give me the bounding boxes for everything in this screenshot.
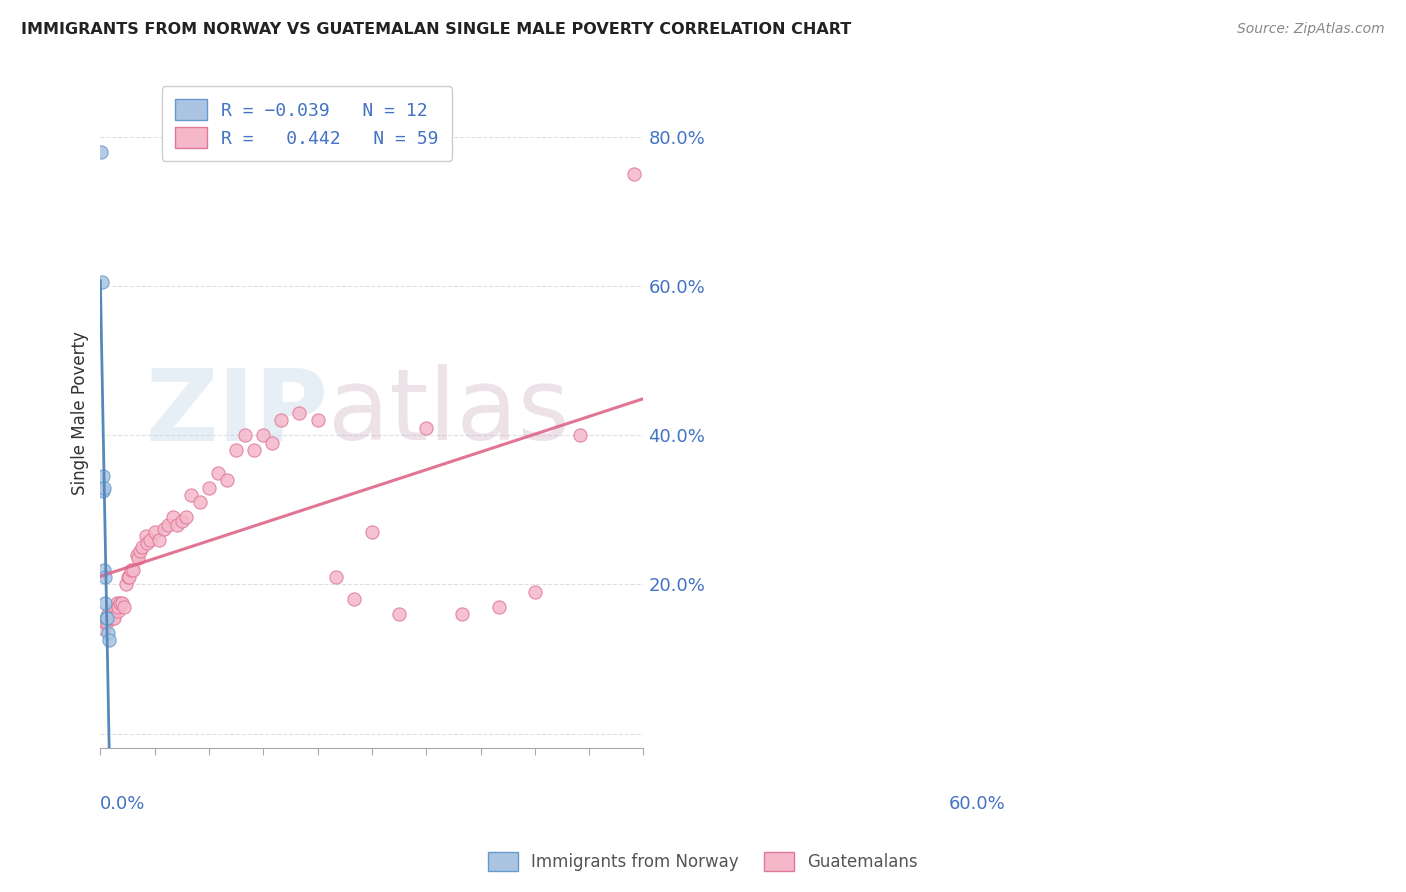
Point <box>96 615 118 629</box>
Point <box>107 603 129 617</box>
Point <box>569 428 592 442</box>
Point <box>135 529 157 543</box>
Point <box>94 611 117 625</box>
Point <box>217 473 239 487</box>
Point <box>361 525 384 540</box>
Point <box>157 517 180 532</box>
Point <box>262 435 284 450</box>
Point <box>148 533 170 547</box>
Point <box>103 611 125 625</box>
Point <box>125 548 148 562</box>
Point <box>207 466 229 480</box>
Point <box>90 145 112 159</box>
Point <box>170 514 193 528</box>
Point <box>98 611 121 625</box>
Point <box>225 443 247 458</box>
Point <box>98 633 121 648</box>
Point <box>93 481 115 495</box>
Point <box>93 622 115 636</box>
Point <box>162 510 184 524</box>
Text: 60.0%: 60.0% <box>949 796 1005 814</box>
Point <box>112 599 135 614</box>
Point <box>120 562 142 576</box>
Point <box>110 596 132 610</box>
Point <box>325 570 347 584</box>
Text: ZIP: ZIP <box>146 365 329 461</box>
Point <box>233 428 256 442</box>
Point <box>97 607 120 622</box>
Point <box>623 167 645 181</box>
Point <box>114 577 136 591</box>
Point <box>252 428 274 442</box>
Point <box>188 495 211 509</box>
Point <box>94 596 117 610</box>
Point <box>243 443 266 458</box>
Point <box>136 536 159 550</box>
Point <box>94 615 117 629</box>
Legend: Immigrants from Norway, Guatemalans: Immigrants from Norway, Guatemalans <box>479 843 927 880</box>
Point <box>97 607 120 622</box>
Point <box>131 540 153 554</box>
Point <box>101 611 124 625</box>
Point <box>118 570 141 584</box>
Point <box>127 551 149 566</box>
Point <box>343 592 366 607</box>
Point <box>122 562 145 576</box>
Point <box>91 276 114 290</box>
Legend: R = −0.039   N = 12, R =   0.442   N = 59: R = −0.039 N = 12, R = 0.442 N = 59 <box>162 87 451 161</box>
Point <box>139 533 162 547</box>
Point <box>143 525 166 540</box>
Point <box>91 484 114 499</box>
Y-axis label: Single Male Poverty: Single Male Poverty <box>72 331 89 495</box>
Point <box>488 599 510 614</box>
Point <box>270 413 292 427</box>
Point <box>415 421 437 435</box>
Point <box>93 562 115 576</box>
Point <box>94 570 117 584</box>
Point <box>307 413 329 427</box>
Point <box>104 599 127 614</box>
Point <box>388 607 411 622</box>
Point <box>180 488 202 502</box>
Point <box>97 626 120 640</box>
Point <box>107 599 129 614</box>
Text: IMMIGRANTS FROM NORWAY VS GUATEMALAN SINGLE MALE POVERTY CORRELATION CHART: IMMIGRANTS FROM NORWAY VS GUATEMALAN SIN… <box>21 22 852 37</box>
Point <box>288 406 311 420</box>
Point <box>451 607 474 622</box>
Point <box>91 469 114 483</box>
Point <box>100 611 122 625</box>
Text: 0.0%: 0.0% <box>100 796 146 814</box>
Point <box>96 611 118 625</box>
Point <box>198 481 221 495</box>
Point <box>523 585 546 599</box>
Point <box>117 570 139 584</box>
Point <box>111 596 134 610</box>
Point <box>166 517 188 532</box>
Point <box>105 596 128 610</box>
Point <box>129 544 152 558</box>
Point <box>176 510 198 524</box>
Text: atlas: atlas <box>329 365 569 461</box>
Point <box>152 522 174 536</box>
Text: Source: ZipAtlas.com: Source: ZipAtlas.com <box>1237 22 1385 37</box>
